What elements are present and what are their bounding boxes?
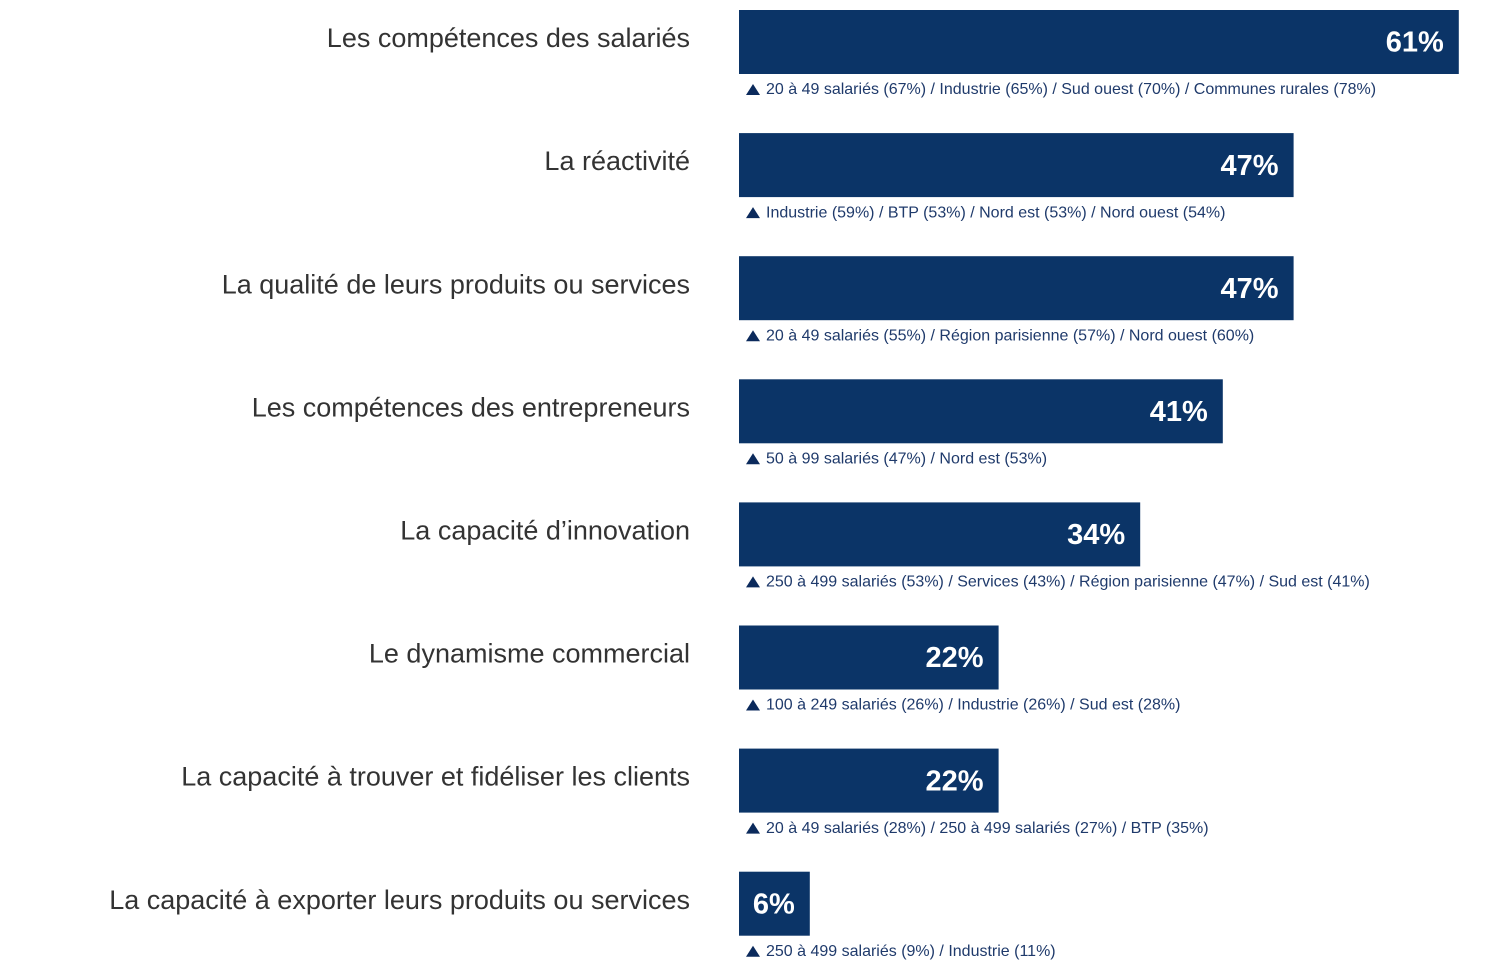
value-label: 34% bbox=[1067, 519, 1125, 551]
up-triangle bbox=[746, 330, 760, 342]
value-label: 6% bbox=[753, 888, 795, 920]
annotation: 250 à 499 salariés (53%) / Services (43%… bbox=[766, 574, 1370, 591]
up-triangle bbox=[746, 699, 760, 711]
category-label: Le dynamisme commercial bbox=[369, 639, 690, 669]
annotation: 20 à 49 salariés (28%) / 250 à 499 salar… bbox=[766, 820, 1209, 837]
bar bbox=[739, 256, 1294, 321]
value-label: 47% bbox=[1221, 273, 1279, 305]
category-label: Les compétences des entrepreneurs bbox=[252, 392, 690, 422]
annotation: Industrie (59%) / BTP (53%) / Nord est (… bbox=[766, 204, 1225, 221]
value-label: 22% bbox=[926, 765, 984, 797]
up-triangle bbox=[746, 207, 760, 219]
category-label: La capacité à trouver et fidéliser les c… bbox=[181, 762, 690, 792]
annotation: 50 à 99 salariés (47%) / Nord est (53%) bbox=[766, 451, 1047, 468]
value-label: 47% bbox=[1221, 150, 1279, 182]
bar bbox=[739, 748, 999, 813]
up-triangle bbox=[746, 84, 760, 95]
bar bbox=[739, 625, 999, 690]
bar bbox=[739, 133, 1294, 198]
category-label: La qualité de leurs produits ou services bbox=[222, 269, 690, 299]
value-label: 22% bbox=[926, 642, 984, 674]
annotation: 20 à 49 salariés (55%) / Région parisien… bbox=[766, 327, 1254, 344]
category-label: La réactivité bbox=[544, 146, 690, 176]
category-label: La capacité à exporter leurs produits ou… bbox=[109, 885, 690, 915]
bar bbox=[739, 10, 1459, 74]
annotation: 100 à 249 salariés (26%) / Industrie (26… bbox=[766, 697, 1180, 714]
value-label: 61% bbox=[1386, 27, 1444, 59]
category-label: Les compétences des salariés bbox=[327, 23, 690, 53]
bar bbox=[739, 379, 1223, 444]
up-triangle bbox=[746, 945, 760, 957]
up-triangle bbox=[746, 822, 760, 834]
up-triangle bbox=[746, 453, 760, 465]
annotation: 20 à 49 salariés (67%) / Industrie (65%)… bbox=[766, 81, 1376, 98]
bar bbox=[739, 502, 1141, 567]
value-label: 41% bbox=[1150, 396, 1208, 428]
up-triangle bbox=[746, 576, 760, 588]
bar bbox=[739, 871, 810, 936]
annotation: 250 à 499 salariés (9%) / Industrie (11%… bbox=[766, 943, 1056, 960]
category-label: La capacité d’innovation bbox=[400, 516, 690, 546]
